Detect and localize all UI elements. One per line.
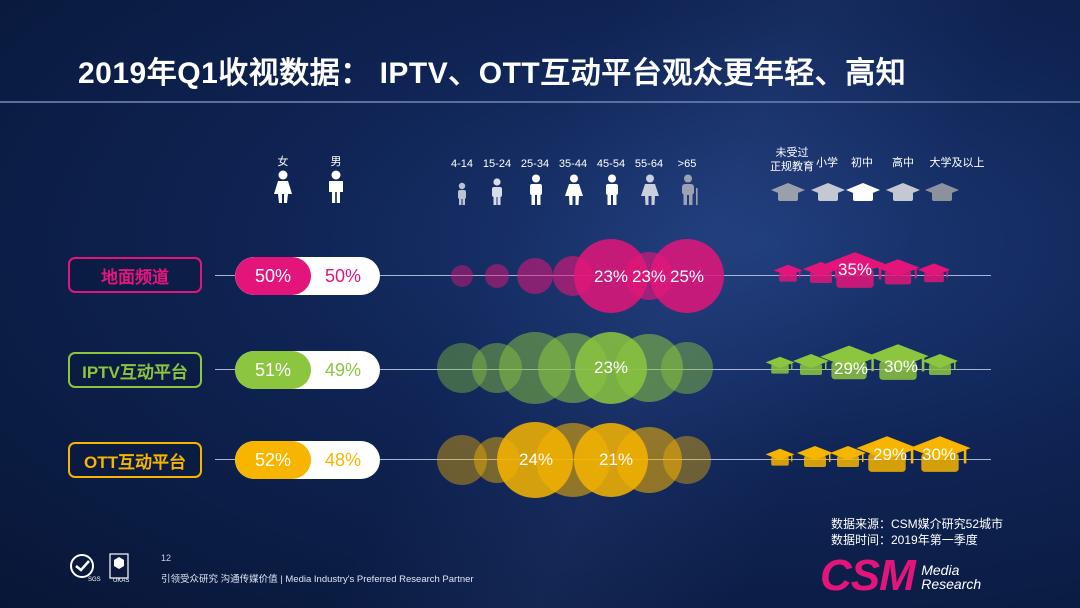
edu-value-label: 30% [883, 357, 919, 376]
female-figure-icon [274, 170, 292, 203]
male-figure-icon [329, 170, 343, 203]
age-header-4-14: 4-14 [450, 158, 474, 170]
edu-value-label: 35% [837, 260, 873, 279]
row-label-ott: OTT互动平台 [68, 442, 202, 478]
edu-header-senior: 高中 [892, 157, 914, 169]
adult-45-54-figure-icon [606, 174, 618, 205]
logo-media: Media [921, 562, 960, 578]
female-share: 51% [254, 360, 292, 380]
sgs-badge-label: SGS [88, 577, 101, 583]
graduation-cap-icon [824, 252, 886, 288]
age-bubble [615, 334, 683, 402]
edu-header-junior: 初中 [851, 157, 873, 169]
senior-55-64-figure-icon [641, 174, 659, 205]
age-header-over-65: >65 [677, 158, 697, 170]
graduation-cap-icon [917, 263, 951, 283]
edu-header-university: 大学及以上 [929, 157, 985, 169]
age-bubble [485, 264, 509, 288]
row-label-iptv: IPTV互动平台 [68, 352, 202, 388]
page-title: 2019年Q1收视数据： IPTV、OTT互动平台观众更年轻、高知 [78, 57, 907, 90]
gender-pill-terrestrial: 50% 50% [235, 257, 380, 295]
graduation-cap-icon [846, 183, 880, 201]
age-value-label: 23% [593, 267, 629, 286]
graduation-cap-icon [797, 446, 833, 467]
age-bubble [517, 258, 553, 294]
female-header: 女 [277, 156, 289, 168]
title-divider [0, 101, 1080, 103]
gender-pill-ott: 52% 48% [235, 441, 380, 479]
age-value-label: 21% [598, 450, 634, 469]
graduation-cap-icon [773, 264, 803, 282]
edu-value-label: 29% [833, 359, 869, 378]
ukas-badge-label: UKAS [113, 578, 130, 584]
graduation-cap-icon [765, 356, 795, 374]
male-share: 49% [324, 360, 362, 380]
graduation-cap-icon [793, 354, 829, 375]
age-bubble [650, 239, 724, 313]
age-value-label: 23% [593, 358, 629, 377]
age-bubble [661, 342, 713, 394]
graduation-cap-icon [765, 448, 795, 466]
row-label-terrestrial: 地面频道 [68, 257, 202, 293]
edu-value-label: 30% [921, 445, 957, 464]
age-bubble [451, 265, 473, 287]
male-header: 男 [330, 156, 342, 168]
graduation-cap-icon [876, 259, 920, 285]
elderly-figure-icon [682, 174, 698, 205]
graduation-cap-icon [771, 183, 805, 201]
age-bubble [437, 343, 487, 393]
data-source: 数据来源：CSM媒介研究52城市 数据时间：2019年第一季度 [831, 517, 1004, 547]
age-value-label: 24% [518, 450, 554, 469]
graduation-cap-icon [830, 446, 866, 467]
gender-pill-iptv: 51% 49% [235, 351, 380, 389]
edu-value-label: 29% [872, 445, 908, 464]
age-bubble [574, 239, 648, 313]
adult-35-44-figure-icon [565, 174, 583, 205]
edu-header-primary: 小学 [816, 157, 838, 169]
sgs-badge-icon [70, 554, 94, 578]
graduation-cap-icon [867, 344, 929, 380]
graduation-cap-icon [922, 354, 958, 375]
ukas-badge-icon [109, 553, 129, 579]
graduation-cap-icon [886, 183, 920, 201]
edu-header-none: 未受过 正规教育 [770, 147, 814, 173]
age-header-45-54: 45-54 [596, 158, 626, 170]
child-figure-icon [458, 182, 466, 205]
teen-figure-icon [492, 178, 502, 205]
age-header-55-64: 55-64 [634, 158, 664, 170]
age-bubble [616, 427, 682, 493]
age-value-label: 23% [631, 267, 667, 286]
logo-research: Research [921, 576, 982, 592]
age-bubble [663, 436, 711, 484]
female-share: 52% [254, 450, 292, 470]
graduation-cap-icon [820, 345, 878, 380]
male-share: 50% [324, 266, 362, 286]
page-number: 12 [161, 553, 172, 563]
logo-brand: CSM [820, 551, 916, 600]
graduation-cap-icon [925, 183, 959, 201]
age-header-35-44: 35-44 [558, 158, 588, 170]
age-header-15-24: 15-24 [482, 158, 512, 170]
certification-badges [70, 553, 129, 579]
footer-slogan: 引领受众研究 沟通传媒价值 | Media Industry's Preferr… [161, 574, 474, 585]
graduation-cap-icon [909, 436, 971, 472]
age-header-25-34: 25-34 [520, 158, 550, 170]
adult-25-34-figure-icon [530, 174, 542, 205]
male-share: 48% [324, 450, 362, 470]
female-share: 50% [254, 266, 292, 286]
csm-logo: CSM Media Research [820, 554, 981, 598]
age-bubble [437, 435, 487, 485]
age-value-label: 25% [669, 267, 705, 286]
graduation-cap-icon [811, 183, 845, 201]
graduation-cap-icon [856, 436, 918, 472]
